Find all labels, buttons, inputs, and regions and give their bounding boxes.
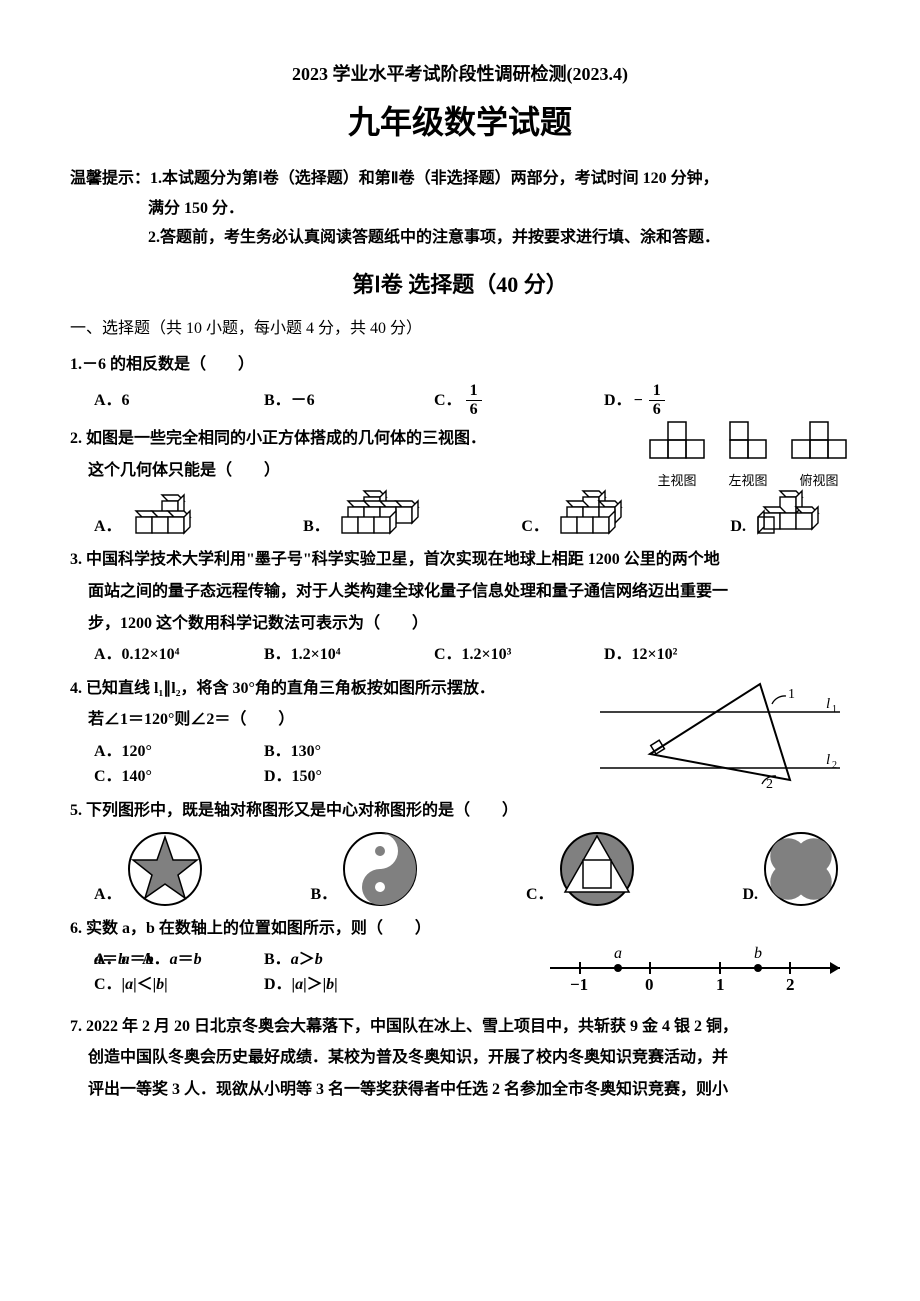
tip-1a: 温馨提示：1.本试题分为第Ⅰ卷（选择题）和第Ⅱ卷（非选择题）两部分，考试时间 1… [70,166,850,192]
q6-a: A．a＝b [94,947,264,973]
section1-title: 第Ⅰ卷 选择题（40 分） [70,267,850,302]
svg-text:1: 1 [832,704,837,715]
angle2-label: 2 [766,777,773,792]
q6-c: C．|a|＜|b| [94,972,264,998]
triangle-square-circle-icon [558,830,636,908]
fraction-neg-1-6: 16 [649,383,665,418]
q1-choice-a: A．6 [94,383,264,418]
q4-choice-d: D．150° [264,764,434,790]
q6-d: D．|a|＞|b| [264,972,434,998]
petals-circle-icon [762,830,840,908]
q2-three-views: 主视图 左视图 俯视图 [646,420,850,492]
fraction-1-6: 16 [466,383,482,418]
q7-line3: 评出一等奖 3 人．现欲从小明等 3 名一等奖获得者中任选 2 名参加全市冬奥知… [88,1077,850,1103]
svg-text:0: 0 [645,975,654,994]
q2-line1: 2. 如图是一些完全相同的小正方体搭成的几何体的三视图． [70,426,600,452]
q5-choice-c: C． [526,830,636,908]
question-6: 6. 实数 a，b 在数轴上的位置如图所示，则（ ） a＝b A．a＝bA．a＝… [70,916,850,1006]
q4-choice-b: B．130° [264,739,434,765]
svg-text:1: 1 [716,975,725,994]
q6-b: B．a＞b [264,947,434,973]
top-view: 俯视图 [788,420,850,492]
question-3: 3. 中国科学技术大学利用"墨子号"科学实验卫星，首次实现在地球上相距 1200… [70,547,850,667]
header-line: 2023 学业水平考试阶段性调研检测(2023.4) [70,60,850,89]
cube-opt-b-icon [334,489,434,539]
q5-text: 5. 下列图形中，既是轴对称图形又是中心对称图形的是（ ） [70,798,850,824]
q3-choice-d: D．12×10² [604,642,774,668]
q3-choice-a: A．0.12×10⁴ [94,642,264,668]
q2-choice-a: A． [94,491,216,539]
q7-line1: 7. 2022 年 2 月 20 日北京冬奥会大幕落下，中国队在冰上、雪上项目中… [70,1014,850,1040]
left-view: 左视图 [726,420,770,492]
l1-label: l [826,696,830,712]
q4-choice-a: A．120° [94,739,264,765]
page-title: 九年级数学试题 [70,97,850,148]
question-1: 1.－6 的相反数是（ ） A．6 B．－6 C． 16 D． − 16 [70,352,850,419]
q3-line3: 步，1200 这个数用科学记数法可表示为（ ） [88,611,850,637]
svg-text:b: b [754,945,762,962]
q6-text: 6. 实数 a，b 在数轴上的位置如图所示，则（ ） [70,916,530,942]
q4-figure: 1 2 l1 l2 [590,676,850,805]
svg-text:2: 2 [832,760,837,771]
tip-2: 2.答题前，考生务必认真阅读答题纸中的注意事项，并按要求进行填、涂和答题． [148,225,850,251]
number-line-icon: −1 0 1 2 a b [540,940,860,1000]
cube-opt-a-icon [126,491,216,539]
cube-opt-d-icon [750,489,840,539]
q1-choice-d: D． − 16 [604,383,774,418]
question-4: 4. 已知直线 l₁∥l₂，将含 30°角的直角三角板按如图所示摆放． 若∠1＝… [70,676,850,790]
q5-choice-b: B． [310,830,419,908]
q5-choice-d: D. [742,830,840,908]
triangle-lines-icon: 1 2 l1 l2 [590,676,850,796]
q3-line1: 3. 中国科学技术大学利用"墨子号"科学实验卫星，首次实现在地球上相距 1200… [70,547,850,573]
svg-text:−1: −1 [570,975,588,994]
question-5: 5. 下列图形中，既是轴对称图形又是中心对称图形的是（ ） A． B． C． [70,798,850,908]
question-7: 7. 2022 年 2 月 20 日北京冬奥会大幕落下，中国队在冰上、雪上项目中… [70,1014,850,1103]
svg-text:2: 2 [786,975,795,994]
q7-line2: 创造中国队冬奥会历史最好成绩．某校为普及冬奥知识，开展了校内冬奥知识竞赛活动，并 [88,1045,850,1071]
q1-text: 1.－6 的相反数是（ ） [70,352,850,378]
q3-choice-c: C．1.2×10³ [434,642,604,668]
q3-choice-b: B．1.2×10⁴ [264,642,434,668]
angle1-label: 1 [788,687,795,702]
q3-line2: 面站之间的量子态远程传输，对于人类构建全球化量子信息处理和量子通信网络迈出重要一 [88,579,850,605]
q4-line1: 4. 已知直线 l₁∥l₂，将含 30°角的直角三角板按如图所示摆放． [70,676,590,702]
yinyang-icon [341,830,419,908]
front-view: 主视图 [646,420,708,492]
q2-choice-b: B． [303,489,434,539]
top-view-icon [788,420,850,464]
section1-sub: 一、选择题（共 10 小题，每小题 4 分，共 40 分） [70,316,850,342]
tip-1b: 满分 150 分． [148,196,850,222]
svg-text:a: a [614,945,622,962]
q4-choice-c: C．140° [94,764,264,790]
q1-choice-b: B．－6 [264,383,434,418]
left-view-icon [726,420,770,464]
q6-figure: −1 0 1 2 a b [540,940,860,1009]
q2-choice-c: C． [521,489,643,539]
l2-label: l [826,752,830,768]
q2-choice-d: D. [730,489,840,539]
q1-choice-c: C． 16 [434,383,604,418]
star-in-circle-icon [126,830,204,908]
q5-choice-a: A． [94,830,204,908]
front-view-icon [646,420,708,464]
question-2: 2. 如图是一些完全相同的小正方体搭成的几何体的三视图． 这个几何体只能是（ ）… [70,426,850,539]
cube-opt-c-icon [553,489,643,539]
